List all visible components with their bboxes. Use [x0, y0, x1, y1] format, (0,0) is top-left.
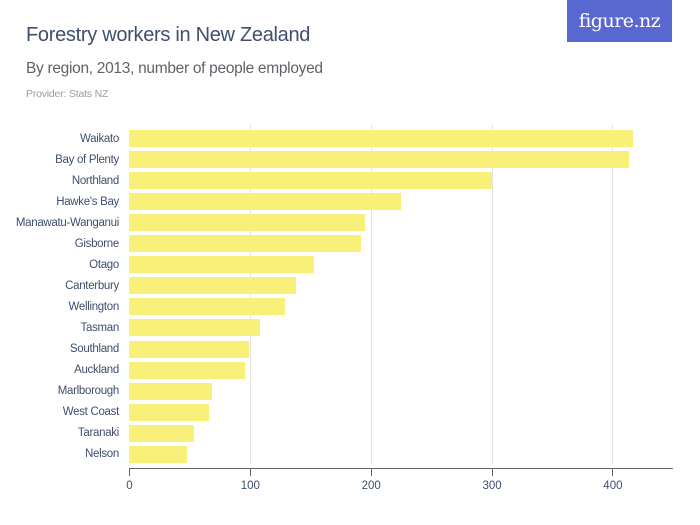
- bar[interactable]: [129, 382, 213, 400]
- x-tick-label: 400: [603, 480, 623, 492]
- category-label: West Coast: [62, 406, 120, 419]
- bar[interactable]: [129, 235, 362, 253]
- bar[interactable]: [129, 403, 209, 421]
- gridline: [491, 124, 493, 464]
- bar[interactable]: [129, 256, 314, 274]
- bar[interactable]: [129, 424, 195, 442]
- gridline: [370, 124, 372, 464]
- bar[interactable]: [129, 319, 260, 337]
- bar[interactable]: [129, 172, 492, 190]
- category-label: Taranaki: [77, 427, 119, 440]
- x-axis: [129, 468, 673, 469]
- x-tick-label: 100: [240, 480, 260, 492]
- category-label: Northland: [71, 174, 119, 187]
- category-label: Canterbury: [65, 279, 119, 292]
- category-label: Bay of Plenty: [55, 153, 119, 166]
- x-tick-label: 200: [361, 480, 381, 492]
- x-tick: [491, 468, 493, 476]
- category-label: Wellington: [68, 300, 120, 313]
- x-tick: [129, 468, 130, 476]
- x-tick-label: 300: [482, 480, 502, 492]
- category-label: Auckland: [74, 364, 119, 377]
- category-label: Manawatu-Wanganui: [15, 216, 119, 229]
- bar[interactable]: [129, 277, 296, 295]
- category-label: Marlborough: [57, 385, 120, 398]
- x-tick: [249, 468, 251, 476]
- bar[interactable]: [129, 151, 630, 169]
- chart-title: Forestry workers in New Zealand: [26, 24, 311, 46]
- gridline: [612, 124, 614, 464]
- category-label: Nelson: [85, 448, 119, 461]
- x-tick-label: 0: [126, 480, 133, 492]
- category-label: Waikato: [79, 132, 119, 145]
- category-label: Otago: [89, 258, 119, 271]
- bar[interactable]: [129, 361, 246, 379]
- bar[interactable]: [129, 445, 187, 463]
- bar[interactable]: [129, 214, 365, 232]
- category-label: Tasman: [80, 321, 120, 334]
- figure-nz-logo[interactable]: figure.nz: [567, 0, 672, 42]
- bar[interactable]: [129, 193, 401, 211]
- chart-subtitle: By region, 2013, number of people employ…: [26, 60, 323, 77]
- provider-label: Provider: Stats NZ: [26, 88, 109, 100]
- category-label: Southland: [69, 343, 119, 355]
- bar[interactable]: [129, 340, 249, 358]
- bar[interactable]: [129, 130, 633, 147]
- x-tick: [370, 468, 372, 476]
- x-tick: [612, 468, 614, 476]
- bar[interactable]: [129, 298, 285, 316]
- category-label: Hawke's Bay: [56, 195, 119, 208]
- category-label: Gisborne: [74, 237, 120, 250]
